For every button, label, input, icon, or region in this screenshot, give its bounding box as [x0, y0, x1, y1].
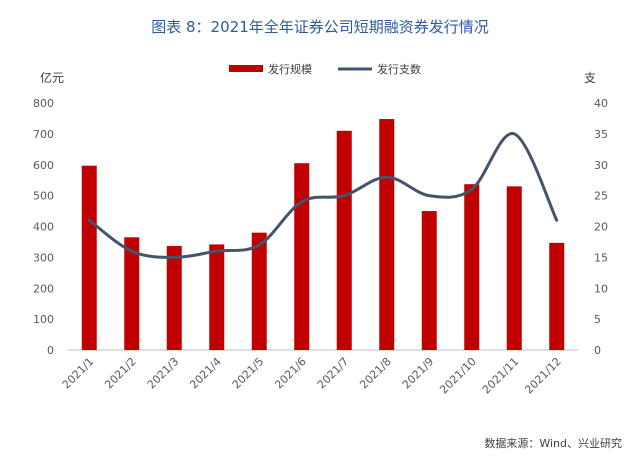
left-axis-unit: 亿元: [40, 70, 64, 85]
left-tick-label: 100: [33, 313, 54, 326]
x-tick-label: 2021/2: [102, 355, 139, 392]
bar: [209, 244, 225, 350]
x-tick-label: 2021/10: [437, 355, 479, 397]
bar: [379, 119, 395, 351]
line-series-path: [87, 132, 559, 259]
right-tick-label: 40: [594, 97, 608, 110]
left-tick-label: 300: [33, 251, 54, 264]
right-axis-unit: 支: [584, 71, 596, 85]
left-tick-label: 700: [33, 128, 54, 141]
legend-bar-label: 发行规模: [268, 62, 312, 76]
bar: [421, 211, 437, 350]
bar: [251, 232, 267, 350]
right-tick-label: 0: [594, 344, 601, 357]
bar: [294, 163, 310, 350]
x-tick-label: 2021/1: [60, 355, 97, 392]
bar: [464, 184, 480, 350]
x-tick-label: 2021/12: [522, 355, 564, 397]
x-tick-label: 2021/6: [272, 355, 309, 392]
legend-line-label: 发行支数: [377, 62, 421, 76]
bar: [336, 130, 352, 350]
left-tick-label: 600: [33, 159, 54, 172]
left-tick-label: 500: [33, 190, 54, 203]
legend-bar-swatch: [229, 65, 263, 72]
x-tick-label: 2021/8: [357, 355, 394, 392]
legend: 发行规模 发行支数: [229, 62, 421, 76]
bar: [506, 186, 522, 350]
right-tick-label: 15: [594, 251, 608, 264]
right-tick-label: 25: [594, 190, 608, 203]
right-tick-label: 10: [594, 282, 608, 295]
x-tick-label: 2021/3: [145, 355, 182, 392]
bar: [549, 242, 565, 350]
right-tick-label: 20: [594, 221, 608, 234]
right-tick-label: 35: [594, 128, 608, 141]
bar: [81, 165, 97, 350]
bar: [124, 237, 140, 350]
x-tick-label: 2021/4: [187, 355, 224, 392]
chart-title: 图表 8：2021年全年证券公司短期融资券发行情况: [151, 18, 489, 36]
right-tick-label: 5: [594, 313, 601, 326]
x-tick-label: 2021/11: [480, 355, 522, 397]
left-axis-ticks: 0 100 200 300 400 500 600 700 800: [33, 97, 54, 357]
left-tick-label: 400: [33, 221, 54, 234]
left-tick-label: 200: [33, 282, 54, 295]
right-tick-label: 30: [594, 159, 608, 172]
x-tick-label: 2021/5: [230, 355, 267, 392]
bar-series: [81, 119, 565, 351]
left-tick-label: 0: [47, 344, 54, 357]
bar: [166, 245, 182, 350]
left-tick-label: 800: [33, 97, 54, 110]
x-tick-label: 2021/7: [315, 355, 352, 392]
right-axis-ticks: 0 5 10 15 20 25 30 35 40: [594, 97, 608, 357]
x-tick-label: 2021/9: [400, 355, 437, 392]
source-note: 数据来源：Wind、兴业研究: [484, 436, 622, 450]
x-axis-labels: 2021/1 2021/2 2021/3 2021/4 2021/5 2021/6 2021…: [60, 355, 564, 397]
